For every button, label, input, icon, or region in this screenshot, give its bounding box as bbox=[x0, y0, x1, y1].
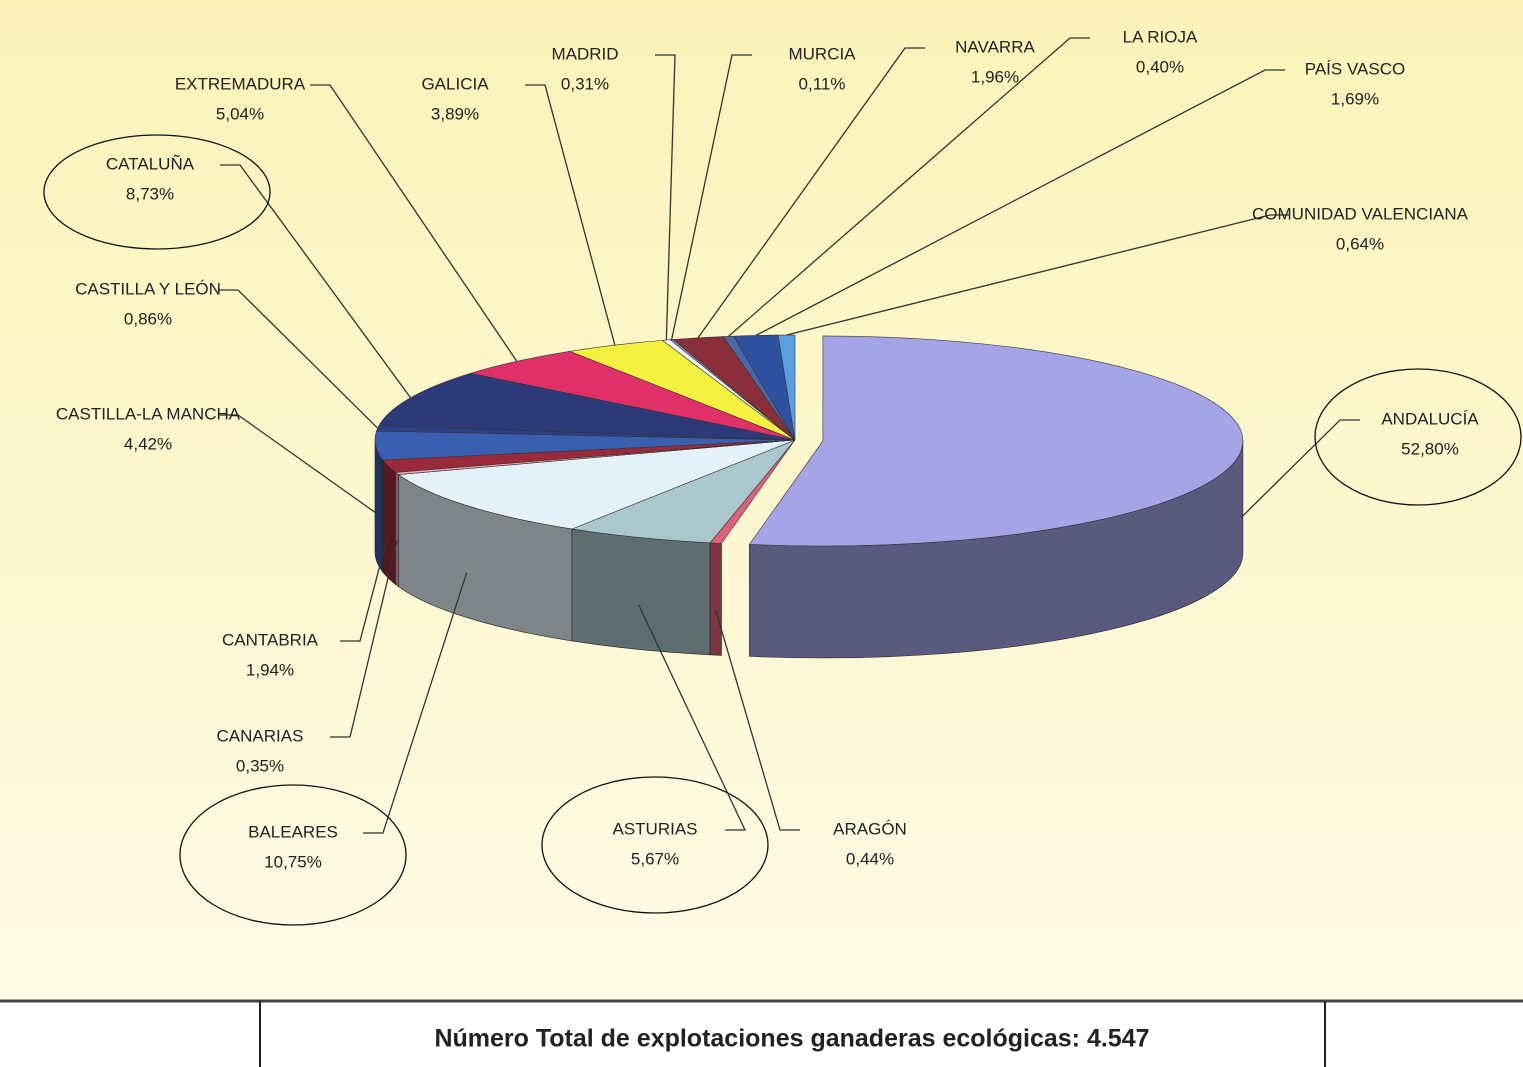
value-label: 0,86% bbox=[124, 309, 172, 328]
value-label: 0,44% bbox=[846, 849, 894, 868]
slice-side bbox=[382, 459, 396, 585]
leader-line bbox=[786, 214, 1290, 336]
slice-label: MURCIA bbox=[788, 44, 856, 63]
value-label: 1,94% bbox=[246, 660, 294, 679]
leader-line bbox=[715, 610, 800, 831]
value-label: 0,11% bbox=[799, 74, 846, 93]
leader-line bbox=[220, 164, 412, 399]
slice-label: BALEARES bbox=[248, 822, 338, 841]
leader-line bbox=[697, 47, 925, 339]
highlight-oval bbox=[43, 134, 271, 250]
slice-label: CANTABRIA bbox=[222, 630, 319, 649]
slice-label: PAÍS VASCO bbox=[1305, 59, 1405, 78]
leader-line bbox=[218, 414, 376, 514]
value-label: 5,67% bbox=[631, 849, 679, 868]
leader-line bbox=[363, 572, 468, 834]
leader-line bbox=[218, 289, 379, 429]
slice bbox=[378, 372, 796, 441]
leader-line bbox=[655, 54, 676, 341]
value-label: 4,42% bbox=[124, 434, 172, 453]
highlight-oval bbox=[1314, 368, 1522, 506]
value-label: 0,64% bbox=[1336, 234, 1384, 253]
leader-line bbox=[1240, 419, 1360, 518]
slice-label: EXTREMADURA bbox=[175, 74, 306, 93]
slice-label: CASTILLA Y LEÓN bbox=[75, 279, 221, 298]
background bbox=[0, 0, 1523, 1000]
leader-line bbox=[340, 533, 389, 642]
slice-side bbox=[395, 471, 399, 588]
slice-label: GALICIA bbox=[421, 74, 489, 93]
leader-line bbox=[310, 84, 518, 362]
slice-label: ASTURIAS bbox=[612, 819, 697, 838]
value-label: 3,89% bbox=[431, 104, 479, 123]
leader-line bbox=[755, 69, 1285, 337]
slice bbox=[397, 439, 796, 530]
value-label: 0,35% bbox=[236, 756, 284, 775]
leader-line bbox=[728, 37, 1090, 337]
value-label: 0,31% bbox=[561, 74, 609, 93]
value-label: 52,80% bbox=[1401, 439, 1459, 458]
value-label: 5,04% bbox=[216, 104, 264, 123]
leader-line bbox=[330, 540, 398, 738]
labels: ANDALUCÍA 52,80% ARAGÓN 0,44% ASTURIAS 5,67% B… bbox=[56, 27, 1479, 871]
slice bbox=[748, 335, 1244, 547]
slice-label: COMUNIDAD VALENCIANA bbox=[1252, 204, 1469, 223]
pie bbox=[374, 334, 1244, 659]
slice bbox=[777, 334, 796, 441]
slice-label: CANARIAS bbox=[217, 726, 304, 745]
value-label: 1,69% bbox=[1331, 89, 1379, 108]
slice-label: CASTILLA-LA MANCHA bbox=[56, 404, 241, 423]
slice-label: LA RIOJA bbox=[1123, 27, 1198, 46]
footer-text: Número Total de explotaciones ganaderas … bbox=[434, 1025, 1149, 1053]
slice-label: NAVARRA bbox=[955, 37, 1035, 56]
value-label: 1,96% bbox=[971, 67, 1019, 86]
leader-line bbox=[525, 84, 616, 346]
slice bbox=[570, 439, 796, 544]
slice-side bbox=[374, 439, 383, 573]
leader-line bbox=[670, 54, 752, 340]
slice-side bbox=[571, 528, 711, 656]
slice-label: ARAGÓN bbox=[833, 819, 907, 838]
value-label: 0,40% bbox=[1136, 57, 1184, 76]
slice-label: ANDALUCÍA bbox=[1381, 409, 1479, 428]
highlight-oval bbox=[179, 784, 407, 926]
leader-line bbox=[637, 604, 747, 831]
slice-side bbox=[709, 542, 722, 656]
slice-label: CATALUÑA bbox=[106, 154, 195, 173]
value-label: 8,73% bbox=[126, 184, 174, 203]
footer-background bbox=[0, 1000, 1523, 1067]
highlight-oval bbox=[541, 776, 769, 914]
slice-label: MADRID bbox=[551, 44, 618, 63]
value-label: 10,75% bbox=[264, 852, 322, 871]
